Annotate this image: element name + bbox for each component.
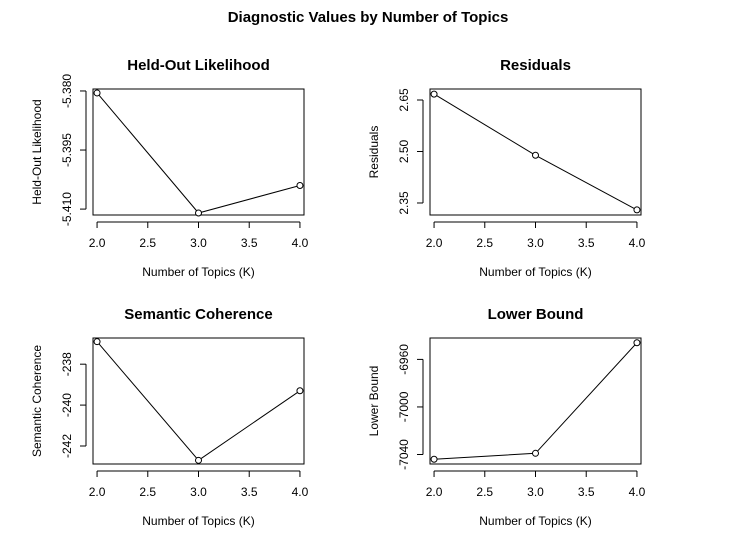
series-line: [96, 341, 301, 461]
y-tick-label: -242: [60, 434, 74, 458]
data-point: [93, 89, 101, 97]
data-point: [532, 151, 539, 159]
series-line: [434, 342, 638, 460]
x-tick-label: 3.0: [190, 485, 207, 499]
panel-title: Held-Out Likelihood: [127, 57, 270, 74]
plot-frame: [92, 337, 305, 465]
x-tick-label: 2.0: [426, 236, 443, 250]
y-tick-label: -5.410: [60, 192, 74, 226]
plot-frame: [429, 88, 642, 216]
data-point: [93, 338, 101, 346]
figure-title: Diagnostic Values by Number of Topics: [228, 9, 509, 26]
data-point: [195, 209, 202, 217]
plot-frame: [92, 88, 305, 216]
data-point: [430, 455, 438, 463]
y-axis-label: Held-Out Likelihood: [30, 99, 44, 204]
y-axis-label: Semantic Coherence: [30, 345, 44, 457]
y-tick-label: 2.50: [397, 139, 411, 163]
x-tick-label: 3.5: [578, 236, 595, 250]
x-tick-label: 3.0: [190, 236, 207, 250]
x-axis-label: Number of Topics (K): [142, 514, 254, 528]
x-axis-label: Number of Topics (K): [479, 265, 591, 279]
series-line: [96, 92, 301, 214]
y-tick-label: 2.35: [397, 191, 411, 215]
y-tick-label: -238: [60, 352, 74, 376]
data-point: [296, 387, 304, 395]
x-tick-label: 2.0: [89, 236, 106, 250]
chart-panel: Held-Out Likelihood 2.0 2.5 3.0 3.5 4.0 -5.380…: [30, 57, 309, 279]
chart-panels: Held-Out Likelihood 2.0 2.5 3.0 3.5 4.0 -5.380…: [30, 57, 646, 528]
chart-panel: Residuals 2.0 2.5 3.0 3.5 4.0 2.35 2.50 2.65 Numb…: [367, 57, 646, 279]
y-axis-label: Residuals: [367, 126, 381, 179]
x-tick-label: 2.0: [89, 485, 106, 499]
data-point: [195, 456, 202, 464]
data-point: [532, 449, 539, 457]
x-tick-label: 3.0: [527, 485, 544, 499]
panel-title: Lower Bound: [488, 306, 584, 323]
x-tick-label: 3.5: [241, 236, 258, 250]
data-point: [633, 339, 641, 347]
panel-title: Semantic Coherence: [124, 306, 272, 323]
plot-frame: [429, 337, 642, 465]
y-tick-label: -240: [60, 393, 74, 417]
x-tick-label: 3.5: [241, 485, 258, 499]
chart-panel: Lower Bound 2.0 2.5 3.0 3.5 4.0 -7040 -7000 -696…: [367, 306, 646, 528]
x-tick-label: 4.0: [292, 485, 309, 499]
x-tick-label: 4.0: [629, 236, 646, 250]
chart-panel: Semantic Coherence 2.0 2.5 3.0 3.5 4.0 -238 -24…: [30, 306, 309, 528]
y-tick-label: -5.380: [60, 74, 74, 108]
y-tick-label: -6960: [397, 344, 411, 375]
y-tick-label: -7000: [397, 391, 411, 422]
x-tick-label: 2.5: [476, 485, 493, 499]
x-axis-label: Number of Topics (K): [479, 514, 591, 528]
data-point: [430, 90, 438, 98]
y-tick-label: -5.395: [60, 133, 74, 167]
x-tick-label: 2.5: [139, 485, 156, 499]
x-tick-label: 3.0: [527, 236, 544, 250]
y-tick-label: 2.65: [397, 88, 411, 112]
x-tick-label: 3.5: [578, 485, 595, 499]
data-point: [296, 181, 304, 189]
x-tick-label: 2.5: [139, 236, 156, 250]
y-tick-label: -7040: [397, 439, 411, 470]
x-tick-label: 4.0: [292, 236, 309, 250]
x-tick-label: 2.5: [476, 236, 493, 250]
panel-title: Residuals: [500, 57, 571, 74]
x-tick-label: 2.0: [426, 485, 443, 499]
x-tick-label: 4.0: [629, 485, 646, 499]
y-axis-label: Lower Bound: [367, 366, 381, 437]
x-axis-label: Number of Topics (K): [142, 265, 254, 279]
data-point: [633, 206, 641, 214]
